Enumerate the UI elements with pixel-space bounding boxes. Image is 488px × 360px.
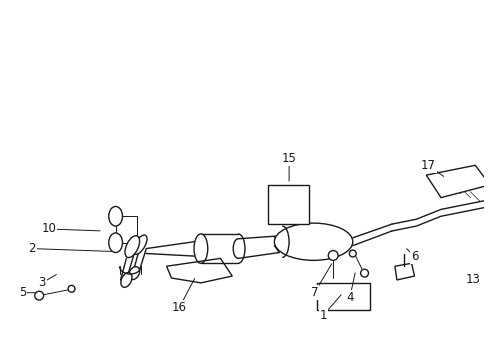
Text: 4: 4 [346, 291, 353, 304]
Ellipse shape [128, 267, 140, 279]
Text: 13: 13 [465, 274, 480, 287]
Ellipse shape [360, 269, 368, 277]
Text: 15: 15 [281, 152, 296, 165]
Bar [115, 216, 137, 243]
Ellipse shape [133, 235, 147, 254]
Ellipse shape [35, 291, 43, 300]
Text: 17: 17 [420, 159, 435, 172]
Text: 6: 6 [410, 250, 417, 263]
Ellipse shape [125, 236, 139, 258]
Text: 3: 3 [39, 276, 46, 289]
Text: 1: 1 [319, 309, 326, 322]
Ellipse shape [327, 251, 337, 260]
Ellipse shape [108, 233, 122, 252]
Ellipse shape [121, 273, 132, 287]
Text: 7: 7 [310, 286, 318, 299]
Polygon shape [426, 165, 488, 198]
Ellipse shape [194, 234, 207, 263]
Text: 10: 10 [41, 222, 56, 235]
Ellipse shape [348, 250, 355, 257]
Bar [316, 283, 370, 310]
Ellipse shape [108, 206, 122, 226]
Ellipse shape [68, 285, 75, 292]
Polygon shape [267, 185, 308, 224]
Ellipse shape [274, 223, 352, 260]
Text: 2: 2 [28, 242, 36, 255]
Text: 16: 16 [171, 301, 186, 314]
Text: 5: 5 [19, 286, 26, 299]
